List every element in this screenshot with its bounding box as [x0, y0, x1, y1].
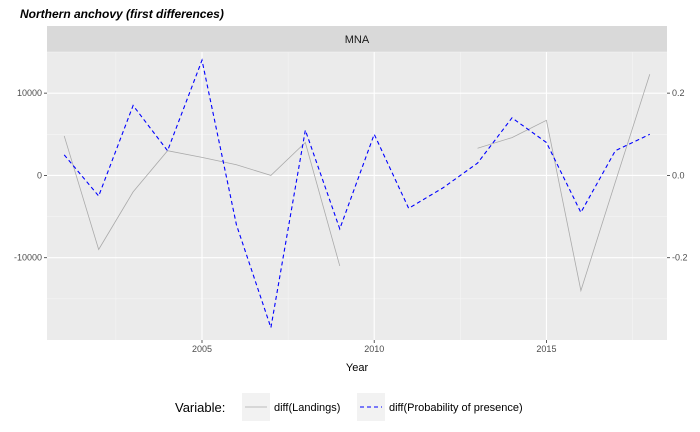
- major-gridlines: [47, 52, 667, 340]
- left-axis-tick-label: -10000: [14, 253, 42, 263]
- left-axis-tick-label: 0: [37, 170, 42, 180]
- series-line-landings: [63, 135, 341, 267]
- series-line-presence: [63, 58, 651, 328]
- right-axis-tick-label: 0.0: [672, 170, 685, 180]
- bottom-axis: 2005 2010 2015: [192, 340, 556, 354]
- left-axis-tick-label: 10000: [17, 88, 42, 98]
- legend-label-presence: diff(Probability of presence): [389, 402, 523, 414]
- series-line-landings: [477, 74, 651, 293]
- plot-panel: [47, 52, 667, 340]
- right-axis-tick-label: 0.2: [672, 88, 685, 98]
- x-axis-title: Year: [346, 362, 369, 374]
- right-axis: -0.2 0.0 0.2: [667, 88, 688, 263]
- right-axis-tick-label: -0.2: [672, 253, 688, 263]
- series-layer: [63, 58, 651, 328]
- x-axis-tick-label: 2015: [536, 344, 556, 354]
- legend-title: Variable:: [175, 400, 225, 415]
- left-axis: -10000 0 10000: [14, 88, 47, 263]
- x-axis-tick-label: 2005: [192, 344, 212, 354]
- facet-strip-label: MNA: [345, 34, 370, 46]
- facet-strip: [47, 26, 667, 52]
- x-axis-tick-label: 2010: [364, 344, 384, 354]
- legend: Variable: diff(Landings) diff(Probabilit…: [175, 393, 523, 421]
- legend-label-landings: diff(Landings): [274, 402, 340, 414]
- chart-title: Northern anchovy (first differences): [20, 7, 224, 21]
- minor-gridlines: [47, 51, 667, 340]
